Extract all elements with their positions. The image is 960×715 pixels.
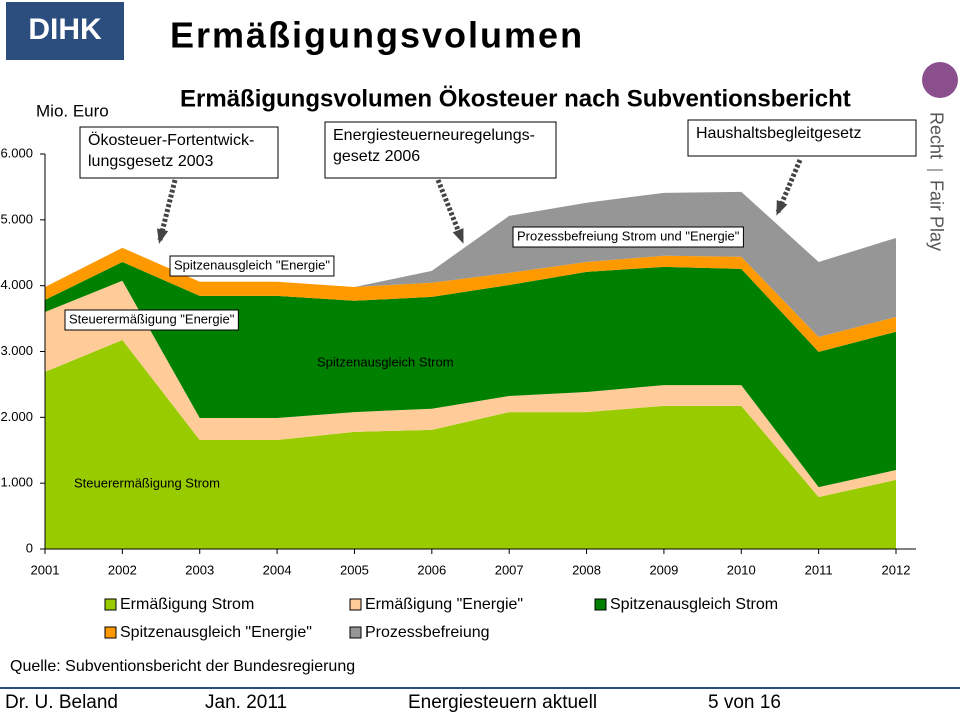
footer: 5 von 16 — [708, 692, 781, 713]
arrow-head — [452, 228, 464, 244]
overlay: Ökosteuer-Fortentwick-lungsgesetz 2003 En… — [64, 119, 917, 641]
legend-label: Prozessbefreiung — [365, 624, 490, 641]
legend-label: Spitzenausgleich "Energie" — [120, 624, 312, 641]
y-tick-label: 4.000 — [0, 277, 33, 292]
side-text: Recht — [926, 112, 946, 159]
brand-dot — [922, 62, 958, 98]
annotation-box — [687, 119, 917, 157]
x-tick-label: 2004 — [263, 562, 292, 577]
footer: Energiesteuern aktuell — [408, 692, 597, 713]
area — [45, 261, 896, 488]
side-text: Fair Play — [926, 180, 946, 251]
area-label: Spitzenausgleich "Energie" — [174, 257, 330, 272]
annotation-box — [324, 121, 557, 179]
annotation: Energiesteuerneuregelungs- — [333, 127, 535, 144]
arrow-head — [776, 200, 788, 216]
x-tick-label: 2009 — [649, 562, 678, 577]
y-tick-label: 3.000 — [0, 343, 33, 358]
area-label: Spitzenausgleich Strom — [317, 354, 454, 369]
legend-swatch — [594, 598, 607, 611]
area — [45, 247, 896, 352]
area-label-box — [169, 255, 335, 277]
footer: Jan. 2011 — [205, 692, 287, 713]
chart-title: Ermäßigungsvolumen Ökosteuer nach Subven… — [180, 85, 851, 112]
x-tick-label: 2012 — [882, 562, 911, 577]
y-tick-label: 0 — [26, 540, 33, 555]
footer: Dr. U. Beland — [5, 692, 118, 713]
logo-box — [6, 2, 124, 60]
x-tick-label: 2010 — [727, 562, 756, 577]
x-tick-label: 2007 — [495, 562, 524, 577]
area — [45, 280, 896, 497]
area-label: Steuerermäßigung Strom — [74, 475, 220, 490]
legend-label: Spitzenausgleich Strom — [610, 596, 778, 613]
heading: Ermäßigungsvolumen — [170, 15, 584, 56]
y-tick-label: 5.000 — [0, 211, 33, 226]
x-tick-label: 2005 — [340, 562, 369, 577]
area-label-box — [512, 226, 744, 248]
legend-label: Ermäßigung Strom — [120, 596, 254, 613]
y-axis-label: Mio. Euro — [36, 101, 109, 120]
arrow-head — [156, 228, 169, 244]
y-tick-label: 2.000 — [0, 409, 33, 424]
area-label: Prozessbefreiung Strom und "Energie" — [517, 228, 740, 243]
annotation-box — [79, 126, 279, 179]
x-tick-label: 2006 — [417, 562, 446, 577]
area-label: Steuerermäßigung "Energie" — [69, 311, 235, 326]
x-tick-label: 2011 — [805, 562, 833, 577]
x-tick-label: 2001 — [31, 562, 60, 577]
y-tick-label: 6.000 — [0, 145, 33, 160]
x-tick-label: 2003 — [185, 562, 214, 577]
annotation: gesetz 2006 — [333, 148, 420, 165]
legend-label: Ermäßigung "Energie" — [365, 596, 523, 613]
legend-swatch — [104, 626, 117, 639]
logo: DIHK — [28, 13, 102, 46]
x-tick-label: 2002 — [108, 562, 137, 577]
legend-swatch — [104, 598, 117, 611]
annotation: Ökosteuer-Fortentwick- — [88, 131, 254, 149]
arrow — [435, 179, 465, 241]
annotation: lungsgesetz 2003 — [88, 153, 214, 170]
y-tick-label: 1.000 — [0, 475, 33, 490]
annotation: Haushaltsbegleitgesetz — [696, 125, 861, 142]
area — [45, 339, 896, 549]
legend-swatch — [349, 626, 362, 639]
legend-swatch — [349, 598, 362, 611]
source: Quelle: Subventionsbericht der Bundesreg… — [10, 658, 355, 675]
area-label-box — [64, 309, 239, 331]
x-tick-label: 2008 — [572, 562, 601, 577]
